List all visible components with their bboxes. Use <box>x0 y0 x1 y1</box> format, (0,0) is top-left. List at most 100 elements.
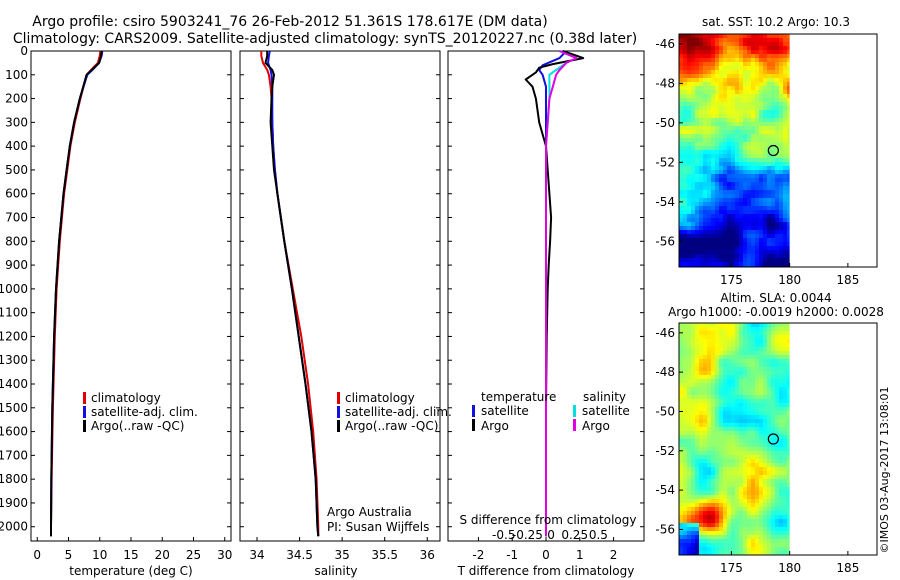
heatmap-cell <box>731 331 735 335</box>
heatmap-cell <box>679 475 683 479</box>
heatmap-cell <box>771 102 775 106</box>
heatmap-cell <box>763 467 767 471</box>
legend-label-satellite: satellite-adj. clim. <box>91 405 198 419</box>
heatmap-cell <box>787 42 790 46</box>
heatmap-cell <box>715 415 719 419</box>
heatmap-cell <box>759 226 763 230</box>
heatmap-cell <box>759 419 763 423</box>
heatmap-cell <box>731 343 735 347</box>
heatmap-cell <box>763 463 767 467</box>
heatmap-cell <box>711 515 715 519</box>
heatmap-cell <box>707 34 711 38</box>
heatmap-cell <box>743 459 747 463</box>
heatmap-cell <box>719 367 723 371</box>
heatmap-cell <box>743 363 747 367</box>
heatmap-cell <box>739 443 743 447</box>
heatmap-cell <box>703 150 707 154</box>
heatmap-cell <box>735 250 739 254</box>
heatmap-cell <box>759 114 763 118</box>
heatmap-cell <box>735 491 739 495</box>
heatmap-cell <box>735 86 739 90</box>
heatmap-cell <box>727 154 731 158</box>
heatmap-cell <box>743 355 747 359</box>
heatmap-cell <box>711 507 715 511</box>
salinity-legend: climatology satellite-adj. clim. Argo(..… <box>337 391 452 433</box>
latitude-tick-label: -54 <box>655 195 675 209</box>
heatmap-cell <box>763 455 767 459</box>
heatmap-cell <box>715 34 719 38</box>
heatmap-cell <box>743 214 747 218</box>
heatmap-cell <box>759 523 763 527</box>
heatmap-cell <box>739 499 743 503</box>
heatmap-cell <box>691 74 695 78</box>
heatmap-cell <box>771 383 775 387</box>
heatmap-cell <box>735 511 739 515</box>
heatmap-cell <box>739 186 743 190</box>
heatmap-cell <box>787 74 790 78</box>
heatmap-cell <box>715 170 719 174</box>
heatmap-cell <box>735 198 739 202</box>
t-difference-axis-label: T difference from climatology <box>457 564 635 578</box>
heatmap-cell <box>783 323 787 327</box>
heatmap-cell <box>751 395 755 399</box>
heatmap-cell <box>759 162 763 166</box>
heatmap-cell <box>755 431 759 435</box>
heatmap-cell <box>755 238 759 242</box>
heatmap-cell <box>771 66 775 70</box>
heatmap-cell <box>739 142 743 146</box>
heatmap-cell <box>751 74 755 78</box>
heatmap-cell <box>707 74 711 78</box>
heatmap-cell <box>731 539 735 543</box>
heatmap-cell <box>759 491 763 495</box>
heatmap-cell <box>783 234 787 238</box>
heatmap-cell <box>691 539 695 543</box>
heatmap-cell <box>739 459 743 463</box>
heatmap-cell <box>707 403 711 407</box>
heatmap-cell <box>767 351 771 355</box>
heatmap-cell <box>731 507 735 511</box>
legend-header-temperature: temperature <box>481 390 556 404</box>
heatmap-cell <box>771 335 775 339</box>
heatmap-cell <box>687 519 691 523</box>
heatmap-cell <box>699 134 703 138</box>
heatmap-cell <box>727 399 731 403</box>
heatmap-cell <box>703 90 707 94</box>
heatmap-cell <box>775 371 779 375</box>
heatmap-cell <box>787 483 790 487</box>
depth-tick-label: 100 <box>5 68 28 82</box>
latitude-tick-label: -56 <box>655 522 675 536</box>
heatmap-cell <box>707 150 711 154</box>
heatmap-cell <box>755 86 759 90</box>
heatmap-cell <box>679 459 683 463</box>
heatmap-cell <box>715 423 719 427</box>
heatmap-cell <box>735 439 739 443</box>
heatmap-cell <box>703 543 707 547</box>
heatmap-cell <box>779 427 783 431</box>
heatmap-cell <box>679 407 683 411</box>
heatmap-cell <box>775 499 779 503</box>
heatmap-cell <box>703 507 707 511</box>
heatmap-cell <box>735 46 739 50</box>
profile-line-salinity-satellite <box>545 50 578 537</box>
heatmap-cell <box>779 130 783 134</box>
heatmap-cell <box>703 539 707 543</box>
heatmap-cell <box>727 106 731 110</box>
heatmap-cell <box>759 202 763 206</box>
heatmap-cell <box>787 262 790 266</box>
heatmap-cell <box>771 218 775 222</box>
heatmap-cell <box>707 339 711 343</box>
heatmap-cell <box>679 531 683 535</box>
heatmap-cell <box>719 158 723 162</box>
heatmap-cell <box>771 431 775 435</box>
heatmap-cell <box>703 62 707 66</box>
heatmap-cell <box>719 475 723 479</box>
heatmap-cell <box>775 451 779 455</box>
heatmap-cell <box>743 262 747 266</box>
heatmap-cell <box>743 174 747 178</box>
heatmap-cell <box>715 174 719 178</box>
heatmap-cell <box>763 331 767 335</box>
heatmap-cell <box>699 435 703 439</box>
heatmap-cell <box>727 519 731 523</box>
heatmap-cell <box>691 371 695 375</box>
heatmap-cell <box>719 419 723 423</box>
